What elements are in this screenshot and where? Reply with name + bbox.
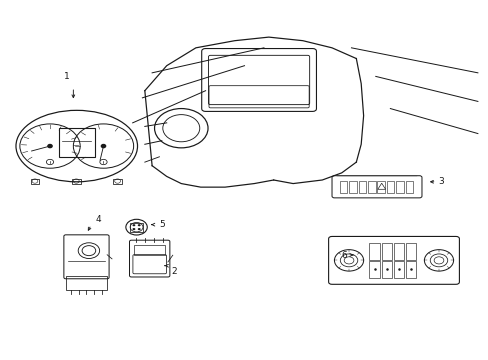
Bar <box>377 181 384 193</box>
Bar <box>369 243 379 260</box>
Circle shape <box>101 144 105 148</box>
Bar <box>395 181 403 193</box>
Bar <box>405 243 415 260</box>
Circle shape <box>48 144 52 148</box>
Bar <box>339 181 346 193</box>
Bar <box>393 261 403 278</box>
Text: 4: 4 <box>96 215 101 224</box>
Bar <box>381 243 391 260</box>
Circle shape <box>138 228 141 230</box>
Bar <box>369 261 379 278</box>
Bar <box>348 181 356 193</box>
Bar <box>358 181 366 193</box>
Bar <box>30 179 39 184</box>
Bar <box>113 179 122 184</box>
Bar <box>381 261 391 278</box>
Bar <box>405 261 415 278</box>
Bar <box>134 245 165 255</box>
Text: 2: 2 <box>171 267 177 276</box>
Bar <box>367 181 375 193</box>
Circle shape <box>132 228 135 230</box>
Text: 5: 5 <box>159 220 164 229</box>
Circle shape <box>132 224 135 226</box>
Bar <box>405 181 412 193</box>
Bar <box>386 181 393 193</box>
Bar <box>393 243 403 260</box>
Text: 1: 1 <box>64 72 70 81</box>
Text: 6: 6 <box>341 251 346 260</box>
Bar <box>72 179 81 184</box>
Text: 3: 3 <box>438 177 444 186</box>
Circle shape <box>138 224 141 226</box>
Bar <box>66 275 107 290</box>
